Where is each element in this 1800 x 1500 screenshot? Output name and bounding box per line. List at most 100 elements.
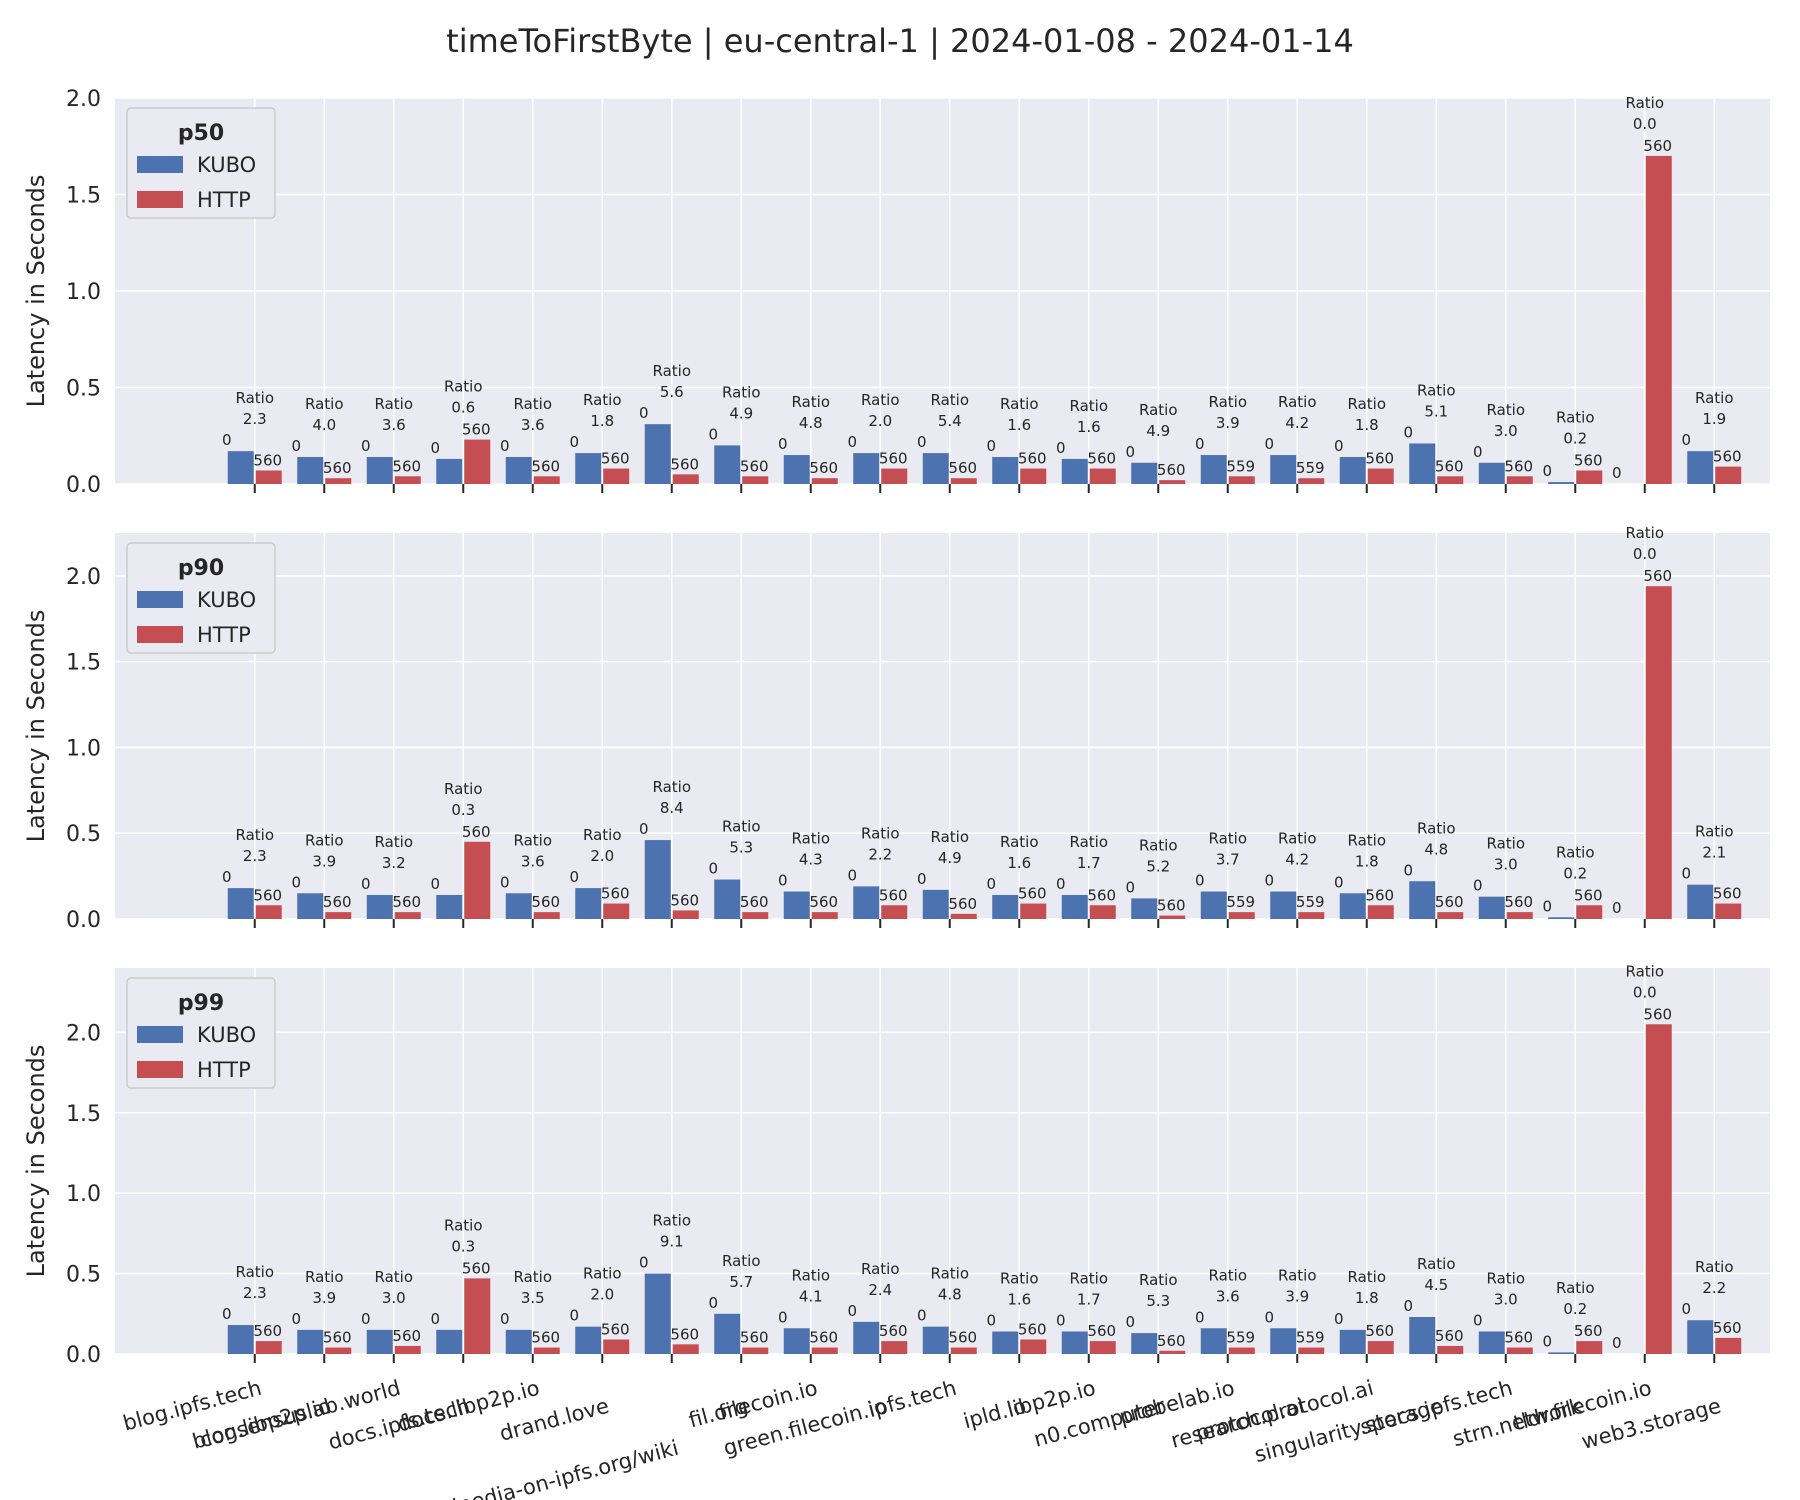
ratio-value: 0.2: [1563, 429, 1587, 447]
ratio-label: Ratio: [861, 391, 900, 409]
bar-http: [1576, 1341, 1603, 1354]
legend-swatch-http: [137, 191, 183, 208]
ratio-value: 1.6: [1077, 418, 1101, 436]
bar-kubo: [505, 893, 532, 919]
y-tick-label: 0.5: [66, 1263, 101, 1288]
ratio-label: Ratio: [444, 1216, 483, 1234]
data-label-http-count: 560: [809, 893, 838, 911]
bar-http: [1506, 1347, 1533, 1354]
data-label-kubo-count: 0: [708, 1294, 718, 1312]
bar-kubo: [1548, 1352, 1575, 1354]
data-label-http-count: 560: [1435, 457, 1464, 475]
data-label-http-count: 560: [601, 1321, 630, 1339]
bar-http: [811, 478, 838, 484]
bar-http: [255, 1341, 282, 1354]
data-label-kubo-count: 0: [639, 820, 649, 838]
data-label-kubo-count: 0: [291, 437, 301, 455]
ratio-label: Ratio: [583, 391, 622, 409]
data-label-kubo-count: 0: [569, 1307, 579, 1325]
data-label-kubo-count: 0: [1334, 437, 1344, 455]
bar-kubo: [783, 455, 810, 484]
legend-swatch-http: [137, 626, 183, 643]
y-tick-label: 0.0: [66, 473, 101, 498]
ratio-label: Ratio: [722, 818, 761, 836]
bar-kubo: [227, 1325, 254, 1354]
data-label-http-count: 560: [879, 886, 908, 904]
ratio-label: Ratio: [1069, 397, 1108, 415]
bar-http: [1715, 466, 1742, 484]
ratio-label: Ratio: [722, 1252, 761, 1270]
bar-http: [1159, 480, 1186, 484]
data-label-kubo-count: 0: [1473, 1311, 1483, 1329]
data-label-http-count: 560: [1087, 1322, 1116, 1340]
ratio-label: Ratio: [1278, 1266, 1317, 1284]
data-label-http-count: 560: [462, 1259, 491, 1277]
ratio-value: 5.3: [1146, 1292, 1170, 1310]
ratio-label: Ratio: [791, 1266, 830, 1284]
data-label-kubo-count: 0: [1056, 439, 1066, 457]
bar-http: [325, 478, 352, 484]
bar-kubo: [992, 1331, 1019, 1354]
bar-kubo: [922, 889, 949, 919]
ratio-value: 2.0: [868, 412, 892, 430]
data-label-kubo-count: 0: [778, 872, 788, 890]
data-label-kubo-count: 0: [1403, 861, 1413, 879]
ratio-label: Ratio: [513, 1268, 552, 1286]
data-label-kubo-count: 0: [1612, 1334, 1622, 1352]
bar-http: [1367, 468, 1394, 484]
bar-http: [603, 903, 630, 919]
ratio-value: 0.0: [1633, 115, 1657, 133]
data-label-kubo-count: 0: [430, 1310, 440, 1328]
data-label-http-count: 560: [1504, 1329, 1533, 1347]
bar-kubo: [922, 453, 949, 484]
ratio-value: 9.1: [660, 1233, 684, 1251]
ratio-label: Ratio: [1000, 1269, 1039, 1287]
data-label-http-count: 559: [1296, 893, 1325, 911]
bar-http: [811, 1347, 838, 1354]
data-label-kubo-count: 0: [1334, 1310, 1344, 1328]
data-label-kubo-count: 0: [847, 433, 857, 451]
ratio-label: Ratio: [374, 1268, 413, 1286]
data-label-http-count: 560: [1018, 1321, 1047, 1339]
legend-box: [126, 977, 276, 1089]
ratio-value: 2.3: [243, 1284, 267, 1302]
data-label-kubo-count: 0: [778, 1308, 788, 1326]
data-label-kubo-count: 0: [1195, 435, 1205, 453]
data-label-kubo-count: 0: [500, 873, 510, 891]
bar-http: [1020, 468, 1047, 484]
ratio-value: 1.7: [1077, 1290, 1101, 1308]
bar-kubo: [1409, 1317, 1436, 1354]
data-label-kubo-count: 0: [778, 435, 788, 453]
x-tick-label: ipfs.tech: [866, 1376, 959, 1423]
ratio-value: 3.9: [312, 1289, 336, 1307]
bar-kubo: [1478, 896, 1505, 919]
data-label-kubo-count: 0: [708, 860, 718, 878]
ratio-value: 2.0: [590, 847, 614, 865]
data-label-kubo-count: 0: [291, 1310, 301, 1328]
bar-http: [1576, 470, 1603, 484]
bar-http: [1645, 586, 1672, 919]
ratio-label: Ratio: [1417, 1255, 1456, 1273]
bar-kubo: [227, 451, 254, 484]
data-label-kubo-count: 0: [1681, 431, 1691, 449]
ratio-label: Ratio: [861, 1260, 900, 1278]
ratio-label: Ratio: [652, 362, 691, 380]
legend-label-http: HTTP: [197, 1058, 251, 1082]
y-axis-label: Latency in Seconds: [22, 1045, 50, 1278]
data-label-http-count: 560: [1087, 450, 1116, 468]
bar-kubo: [1687, 451, 1714, 484]
data-label-http-count: 559: [1226, 457, 1255, 475]
bar-kubo: [1548, 917, 1575, 919]
data-label-http-count: 560: [948, 459, 977, 477]
data-label-kubo-count: 0: [500, 1310, 510, 1328]
bar-http: [1159, 1350, 1186, 1354]
bar-kubo: [436, 1329, 463, 1354]
bar-http: [325, 912, 352, 919]
bar-kubo: [783, 1328, 810, 1354]
y-tick-label: 2.0: [66, 1021, 101, 1046]
ratio-value: 4.9: [729, 404, 753, 422]
y-tick-label: 0.0: [66, 1343, 101, 1368]
bar-kubo: [992, 456, 1019, 484]
ratio-value: 8.4: [660, 799, 684, 817]
y-axis-label: Latency in Seconds: [22, 610, 50, 843]
